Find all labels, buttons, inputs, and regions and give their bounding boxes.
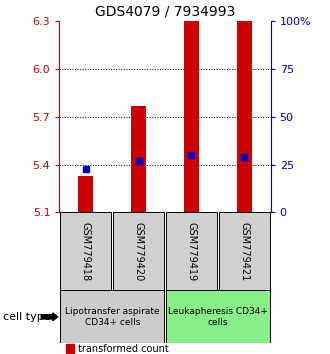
Bar — [237, 21, 251, 212]
Title: GDS4079 / 7934993: GDS4079 / 7934993 — [95, 5, 235, 19]
Text: GSM779420: GSM779420 — [134, 222, 144, 281]
Text: cell type: cell type — [3, 312, 51, 322]
Bar — [166, 212, 217, 290]
Bar — [60, 290, 164, 343]
Text: Lipotransfer aspirate
CD34+ cells: Lipotransfer aspirate CD34+ cells — [65, 307, 159, 326]
Text: GSM779418: GSM779418 — [81, 222, 91, 281]
Bar — [219, 212, 270, 290]
Text: GSM779421: GSM779421 — [239, 222, 249, 281]
Bar — [166, 290, 270, 343]
Text: GSM779419: GSM779419 — [186, 222, 196, 281]
Text: transformed count: transformed count — [78, 344, 168, 354]
Text: Leukapheresis CD34+
cells: Leukapheresis CD34+ cells — [168, 307, 268, 326]
Bar — [184, 21, 199, 212]
Bar — [60, 212, 111, 290]
Bar — [113, 212, 164, 290]
Bar — [79, 176, 93, 212]
Bar — [131, 105, 146, 212]
